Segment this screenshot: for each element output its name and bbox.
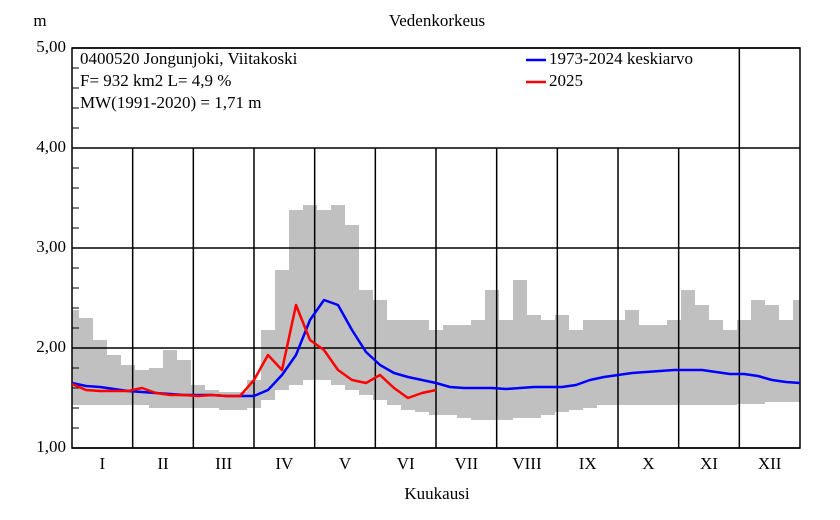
range-band [177,360,191,408]
range-band [79,318,93,405]
y-tick-label: 3,00 [36,237,66,256]
y-tick-label: 1,00 [36,437,66,456]
chart-title: Vedenkorkeus [389,11,485,30]
range-band [751,300,765,404]
x-tick-label: XII [758,454,782,473]
range-band [205,390,219,408]
range-band [345,225,359,390]
legend-label: 2025 [549,71,583,90]
range-band [163,350,177,408]
range-band [72,310,79,405]
x-tick-label: X [642,454,654,473]
x-tick-label: IX [579,454,597,473]
range-band [513,280,527,418]
range-band [737,320,751,404]
legend-label: 1973-2024 keskiarvo [549,49,693,68]
range-band [415,320,429,412]
x-tick-label: III [215,454,232,473]
range-band [667,320,681,405]
x-tick-label: IV [275,454,294,473]
x-tick-label: II [157,454,169,473]
y-axis-label: m [33,11,46,30]
x-tick-label: V [339,454,352,473]
x-axis-label: Kuukausi [404,484,469,503]
range-band [625,310,639,405]
x-tick-label: VI [397,454,415,473]
range-band [765,305,779,402]
range-band [457,325,471,418]
range-band [695,305,709,405]
x-tick-label: I [99,454,105,473]
range-band [275,270,289,390]
info-text: MW(1991-2020) = 1,71 m [80,93,261,112]
range-band [373,300,387,400]
range-band [541,320,555,415]
range-band [331,205,345,385]
range-band [317,210,331,380]
info-text: F= 932 km2 L= 4,9 % [80,71,231,90]
range-band [149,368,163,408]
range-band [569,330,583,410]
range-band [653,325,667,405]
range-band [289,210,303,385]
range-band [471,320,485,420]
range-band [401,320,415,410]
range-band [723,330,737,405]
range-band [793,300,800,402]
range-band [499,320,513,420]
range-band [639,325,653,405]
plot-frame [71,47,801,449]
x-tick-label: XI [700,454,718,473]
series-line [71,303,437,400]
x-tick-label: VII [455,454,479,473]
info-text: 0400520 Jongunjoki, Viitakoski [80,49,298,68]
range-band [527,315,541,418]
range-band [583,320,597,408]
range-band [443,325,457,415]
range-band [779,320,793,402]
range-band [121,365,135,405]
range-band [709,320,723,405]
range-band [359,290,373,395]
range-band [597,320,611,405]
range-band [93,340,107,405]
y-tick-label: 4,00 [36,137,66,156]
y-tick-label: 5,00 [36,37,66,56]
range-band [107,355,121,405]
y-tick-label: 2,00 [36,337,66,356]
x-tick-label: VIII [512,454,542,473]
